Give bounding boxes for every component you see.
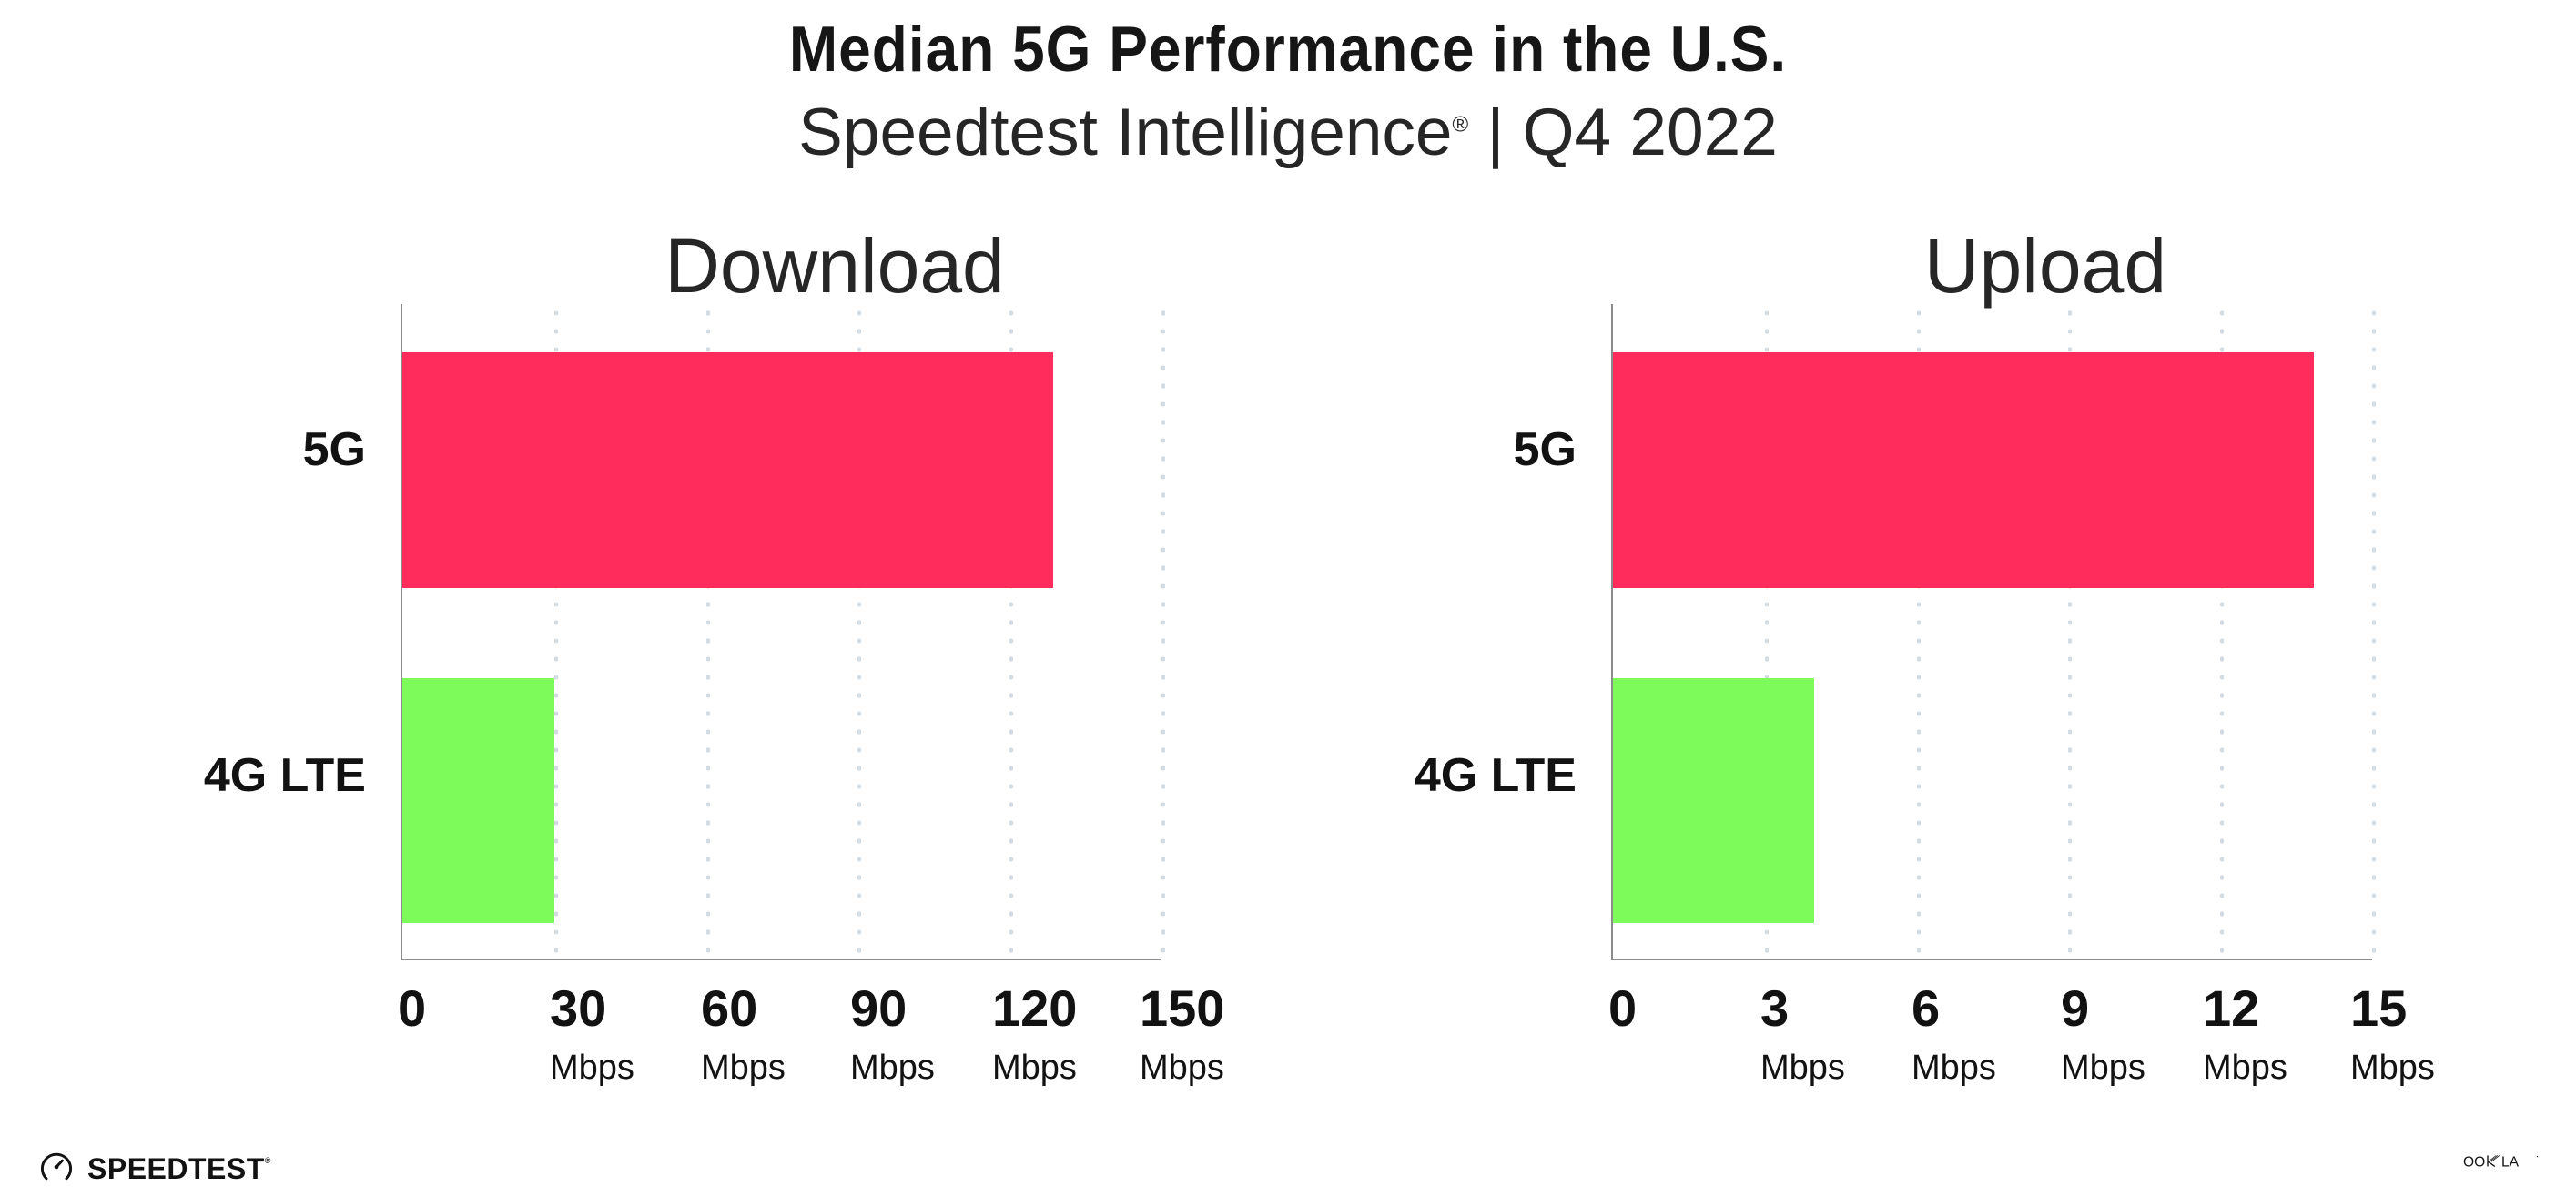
svg-text:OO: OO: [2463, 1154, 2485, 1170]
svg-text:LA: LA: [2501, 1154, 2520, 1170]
